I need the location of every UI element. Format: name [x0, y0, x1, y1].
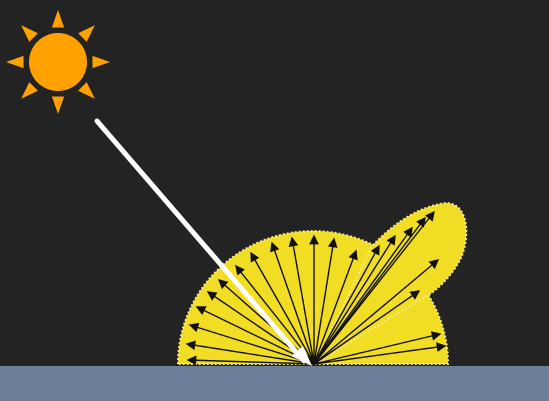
sun-ray	[6, 55, 24, 69]
reflected-ray-arrow	[313, 226, 413, 365]
sun-ray	[21, 82, 38, 99]
reflected-ray-arrow	[313, 210, 435, 365]
incident-ray	[94, 118, 307, 364]
sun-ray	[21, 25, 38, 42]
reflected-ray-arrow	[188, 322, 315, 365]
reflected-ray-arrow	[313, 331, 442, 365]
sun-ray	[78, 25, 95, 42]
reflected-ray-arrow	[313, 234, 396, 365]
ground-surface	[0, 366, 549, 401]
reflected-ray-arrow	[270, 241, 315, 365]
reflected-ray-arrow	[313, 237, 338, 365]
reflected-ray-arrow	[186, 355, 315, 366]
specular-lobe	[312, 201, 468, 367]
sun-disc	[29, 33, 87, 91]
reflected-ray-arrow	[250, 251, 315, 365]
reflected-ray-arrow	[313, 342, 447, 365]
sun-ray	[78, 82, 95, 99]
sun-ray	[92, 55, 110, 69]
reflected-ray-arrow	[185, 340, 315, 365]
sun-icon	[6, 10, 110, 114]
sun-ray	[51, 96, 65, 114]
sun-rays	[6, 10, 110, 114]
sun-ray	[51, 10, 65, 28]
reflected-ray-arrow	[313, 290, 421, 365]
reflected-ray-arrow	[313, 249, 358, 365]
incident-ray-head	[291, 346, 312, 366]
reflected-ray-arrow	[235, 264, 315, 365]
reflected-ray-arrow	[288, 236, 315, 365]
reflected-ray-arrow	[313, 259, 440, 365]
reflection-lobes	[176, 201, 468, 367]
reflected-ray-arrow	[313, 244, 380, 365]
reflected-ray-arrow	[217, 279, 315, 365]
